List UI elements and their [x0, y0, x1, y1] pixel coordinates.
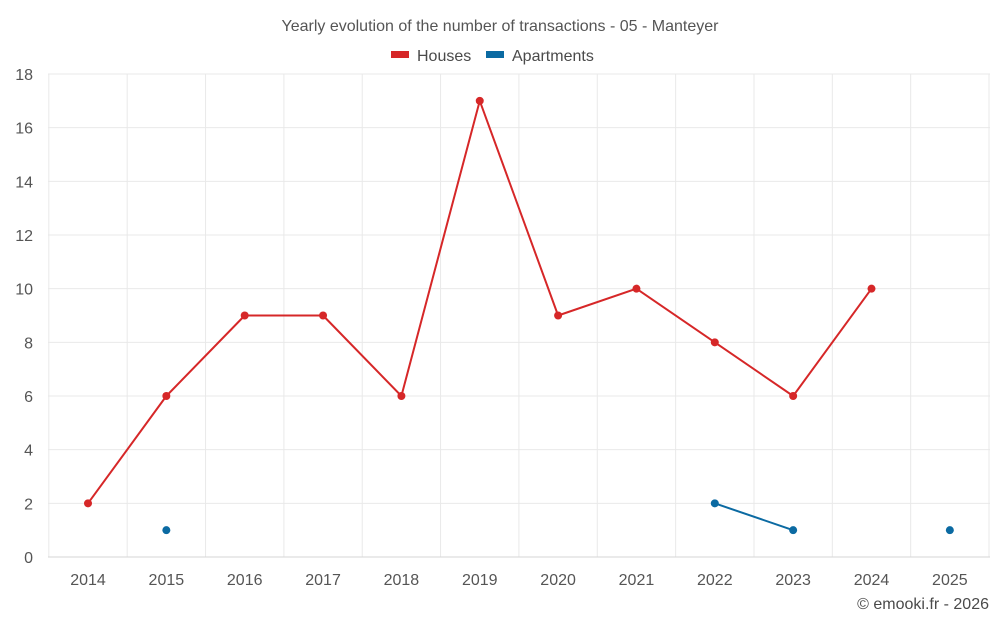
x-tick-label: 2018 [384, 572, 420, 589]
legend-swatch [486, 51, 504, 58]
data-point-houses[interactable] [240, 311, 249, 320]
data-point-houses[interactable] [710, 338, 719, 347]
x-tick-label: 2020 [540, 572, 576, 589]
series-points [84, 96, 954, 535]
x-tick-label: 2025 [932, 572, 968, 589]
x-tick-label: 2016 [227, 572, 263, 589]
series-line-apartments [713, 502, 795, 532]
legend-swatch [391, 51, 409, 58]
y-axis-ticks: 0 2 4 6 8 10 12 14 16 18 [15, 67, 33, 567]
data-point-houses[interactable] [867, 284, 876, 293]
copyright-text: © emooki.fr - 2026 [857, 596, 989, 613]
grid-lines [48, 73, 990, 558]
y-tick-label: 2 [24, 496, 33, 513]
x-tick-label: 2021 [619, 572, 655, 589]
y-tick-label: 16 [15, 121, 33, 138]
data-point-apartments[interactable] [789, 526, 798, 535]
y-tick-label: 18 [15, 67, 33, 84]
x-tick-label: 2022 [697, 572, 733, 589]
x-axis-ticks: 2014 2015 2016 2017 2018 2019 2020 2021 2022 2023… [70, 572, 968, 589]
y-tick-label: 8 [24, 335, 33, 352]
x-tick-label: 2023 [775, 572, 811, 589]
legend: Houses Apartments [391, 48, 594, 65]
y-tick-label: 6 [24, 389, 33, 406]
legend-label: Houses [417, 48, 471, 65]
y-tick-label: 4 [24, 443, 33, 460]
y-tick-label: 10 [15, 282, 33, 299]
legend-label: Apartments [512, 48, 594, 65]
y-tick-label: 14 [15, 174, 33, 191]
x-tick-label: 2014 [70, 572, 106, 589]
legend-item-houses[interactable]: Houses [391, 48, 471, 65]
x-tick-label: 2015 [149, 572, 185, 589]
x-tick-label: 2017 [305, 572, 341, 589]
y-tick-label: 0 [24, 550, 33, 567]
x-tick-label: 2019 [462, 572, 498, 589]
x-tick-label: 2024 [854, 572, 890, 589]
data-point-apartments[interactable] [945, 526, 954, 535]
legend-item-apartments[interactable]: Apartments [486, 48, 594, 65]
data-point-houses[interactable] [475, 96, 484, 105]
data-point-houses[interactable] [84, 499, 92, 508]
data-point-houses[interactable] [397, 392, 406, 400]
y-tick-label: 12 [15, 228, 33, 245]
data-point-houses[interactable] [789, 392, 798, 400]
data-point-houses[interactable] [554, 311, 563, 320]
chart-title: Yearly evolution of the number of transa… [282, 18, 720, 35]
data-point-houses[interactable] [632, 284, 641, 293]
data-point-apartments[interactable] [710, 499, 719, 508]
data-point-apartments[interactable] [162, 526, 171, 535]
data-point-houses[interactable] [319, 311, 328, 320]
data-point-houses[interactable] [162, 392, 171, 400]
